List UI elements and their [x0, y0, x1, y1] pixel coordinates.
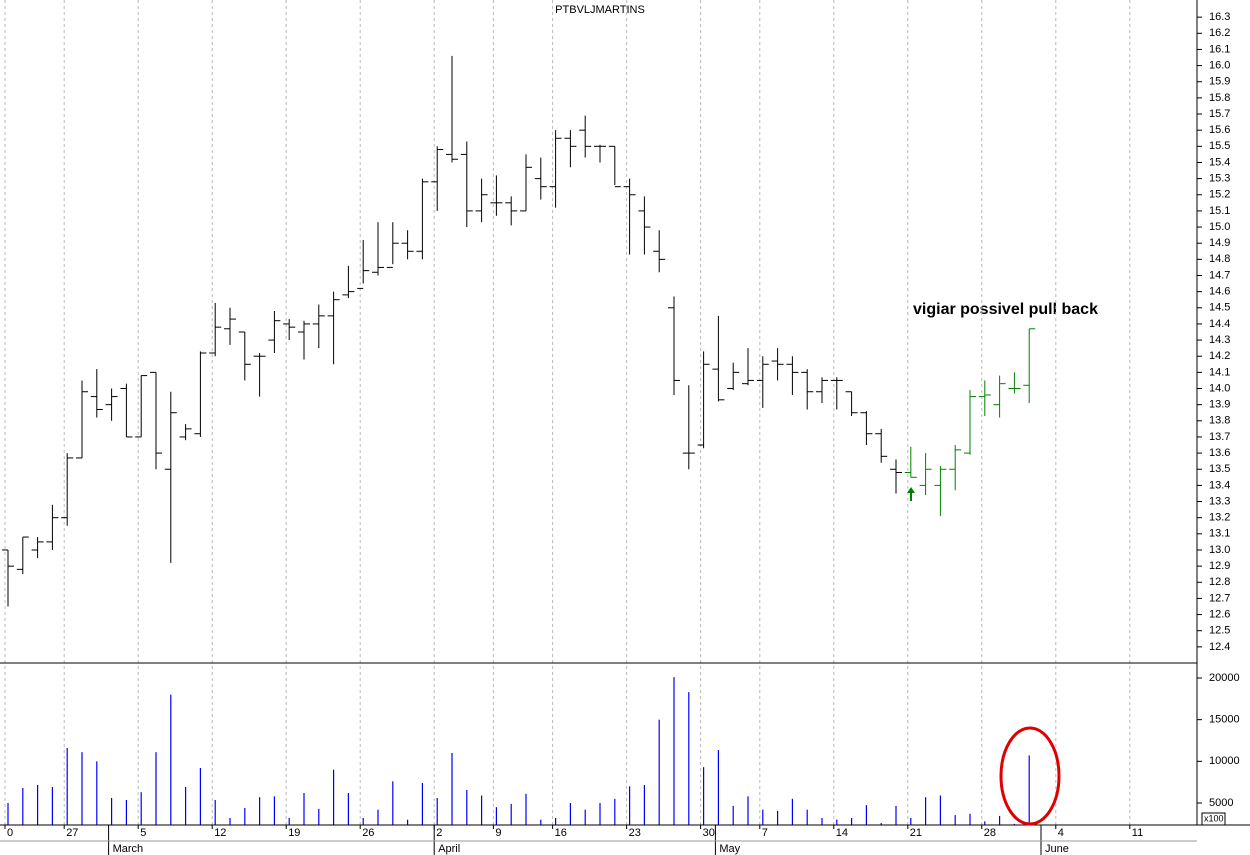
y-tick-label: 13.8	[1209, 415, 1230, 427]
unit-label: x100	[1204, 813, 1224, 823]
y-tick-label: 13.5	[1209, 463, 1230, 475]
y-tick-label: 13.2	[1209, 512, 1230, 524]
chart-title: PTBVLJMARTINS	[555, 4, 645, 16]
y-tick-label: 5000	[1209, 797, 1233, 809]
y-tick-label: 16.0	[1209, 59, 1230, 71]
y-tick-label: 13.3	[1209, 495, 1230, 507]
x-tick-label: 0	[7, 827, 13, 839]
y-tick-label: 15.5	[1209, 140, 1230, 152]
y-tick-label: 13.7	[1209, 431, 1230, 443]
y-tick-label: 12.7	[1209, 592, 1230, 604]
y-tick-label: 15.0	[1209, 221, 1230, 233]
y-tick-label: 14.9	[1209, 237, 1230, 249]
x-tick-label: 30	[703, 827, 715, 839]
x-tick-label: 12	[214, 827, 226, 839]
y-tick-label: 12.8	[1209, 576, 1230, 588]
y-tick-label: 15.2	[1209, 189, 1230, 201]
y-tick-label: 15.9	[1209, 76, 1230, 88]
y-tick-label: 14.1	[1209, 366, 1230, 378]
y-tick-label: 15.4	[1209, 156, 1230, 168]
x-tick-label: 14	[836, 827, 848, 839]
y-tick-label: 15.3	[1209, 173, 1230, 185]
x-tick-label: 7	[762, 827, 768, 839]
annotation: vigiar possivel pull back	[913, 301, 1098, 318]
y-tick-label: 15.1	[1209, 205, 1230, 217]
y-tick-label: 12.6	[1209, 608, 1230, 620]
y-tick-label: 13.9	[1209, 399, 1230, 411]
month-label: May	[719, 843, 740, 855]
y-tick-label: 12.9	[1209, 560, 1230, 572]
y-tick-label: 10000	[1209, 755, 1240, 767]
y-tick-label: 13.1	[1209, 528, 1230, 540]
y-tick-label: 14.2	[1209, 350, 1230, 362]
y-tick-label: 14.4	[1209, 318, 1230, 330]
x-tick-label: 2	[436, 827, 442, 839]
y-tick-label: 15000	[1209, 714, 1240, 726]
y-tick-label: 16.1	[1209, 43, 1230, 55]
month-label: April	[438, 843, 460, 855]
month-label: June	[1045, 843, 1069, 855]
signal-arrow	[907, 487, 915, 501]
x-tick-label: 19	[288, 827, 300, 839]
x-tick-label: 23	[629, 827, 641, 839]
x-tick-label: 26	[362, 827, 374, 839]
arrow-head	[907, 487, 915, 493]
x-tick-label: 16	[555, 827, 567, 839]
y-tick-label: 15.6	[1209, 124, 1230, 136]
y-tick-label: 14.7	[1209, 269, 1230, 281]
y-tick-label: 15.7	[1209, 108, 1230, 120]
x-tick-label: 27	[66, 827, 78, 839]
x-tick-label: 9	[495, 827, 501, 839]
unit-box	[1201, 812, 1226, 826]
y-tick-label: 15.8	[1209, 92, 1230, 104]
x-tick-label: 11	[1132, 827, 1143, 839]
y-tick-label: 13.6	[1209, 447, 1230, 459]
y-tick-label: 16.2	[1209, 27, 1230, 39]
y-tick-label: 12.4	[1209, 641, 1230, 653]
y-tick-label: 20000	[1209, 672, 1240, 684]
highlight-ellipse	[999, 726, 1061, 826]
y-tick-label: 13.0	[1209, 544, 1230, 556]
y-tick-label: 14.0	[1209, 382, 1230, 394]
y-tick-label: 14.3	[1209, 334, 1230, 346]
x-tick-label: 5	[140, 827, 146, 839]
y-tick-label: 14.6	[1209, 286, 1230, 298]
y-tick-label: 12.5	[1209, 625, 1230, 637]
month-label: March	[113, 843, 144, 855]
y-tick-label: 13.4	[1209, 479, 1230, 491]
x-tick-label: 4	[1058, 827, 1064, 839]
y-tick-label: 14.5	[1209, 302, 1230, 314]
y-tick-label: 16.3	[1209, 11, 1230, 23]
x-tick-label: 21	[910, 827, 922, 839]
x-tick-label: 28	[984, 827, 996, 839]
y-tick-label: 14.8	[1209, 253, 1230, 265]
